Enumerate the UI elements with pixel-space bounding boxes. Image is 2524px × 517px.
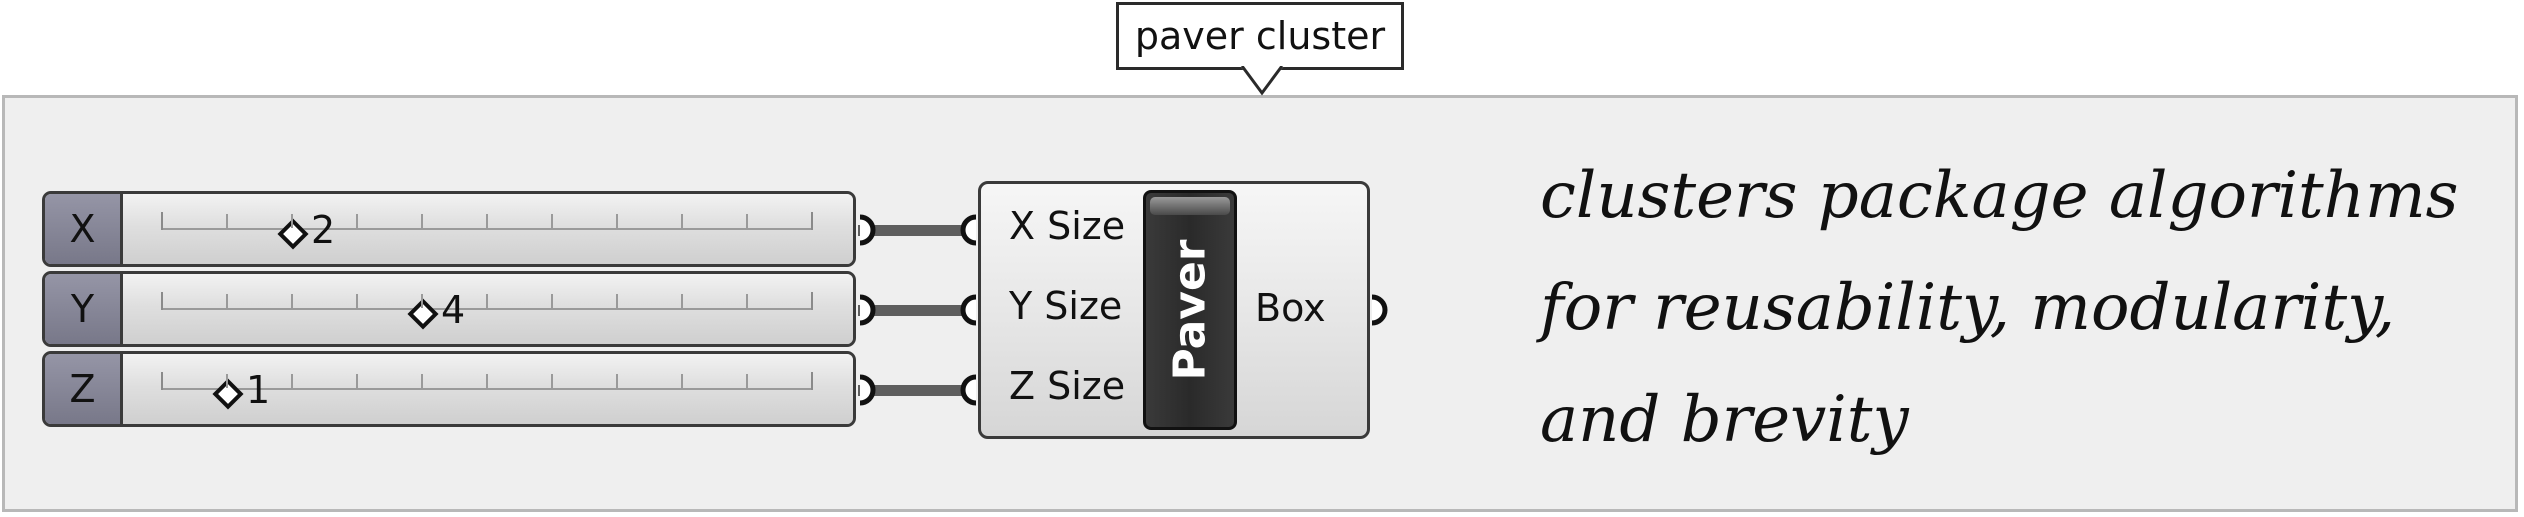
component-nickname: Paver xyxy=(1164,239,1216,381)
note-line: for reusability, modularity, xyxy=(1540,271,2396,345)
slider-tick xyxy=(161,212,163,230)
slider-tick xyxy=(616,374,618,388)
note-line: clusters package algorithms xyxy=(1540,159,2459,233)
slider-tick xyxy=(811,372,813,390)
slider-y-output-grip[interactable] xyxy=(859,294,876,326)
slider-z-handle[interactable] xyxy=(212,378,244,410)
slider-x-handle[interactable] xyxy=(277,218,309,250)
slider-y-name: Y xyxy=(45,274,123,344)
slider-tick xyxy=(681,214,683,228)
slider-tick xyxy=(421,374,423,388)
input-grip-y[interactable] xyxy=(960,294,977,326)
slider-y-handle[interactable] xyxy=(407,298,439,330)
slider-tick xyxy=(746,374,748,388)
slider-tick xyxy=(421,214,423,228)
slider-y-value: 4 xyxy=(441,288,466,332)
input-grip-x[interactable] xyxy=(960,214,977,246)
slider-tick xyxy=(681,374,683,388)
slider-z-track[interactable]: 1 xyxy=(123,354,853,424)
slider-tick xyxy=(161,292,163,310)
slider-x[interactable]: X 2 xyxy=(42,191,856,267)
slider-tick xyxy=(226,374,228,388)
slider-tick xyxy=(161,372,163,390)
paver-cluster-component[interactable]: X Size Y Size Z Size Paver Box xyxy=(978,181,1370,439)
slider-y-track[interactable]: 4 xyxy=(123,274,853,344)
slider-rail xyxy=(161,308,811,310)
input-label-x-size: X Size xyxy=(1009,204,1126,248)
slider-z-value: 1 xyxy=(246,368,271,412)
slider-x-value: 2 xyxy=(311,208,336,252)
slider-tick xyxy=(616,294,618,308)
slider-tick xyxy=(291,294,293,308)
slider-tick xyxy=(356,294,358,308)
slider-tick xyxy=(226,294,228,308)
slider-x-output-grip[interactable] xyxy=(859,214,876,246)
slider-tick xyxy=(356,214,358,228)
slider-rail xyxy=(161,228,811,230)
component-nickname-plate[interactable]: Paver xyxy=(1143,190,1237,430)
input-label-z-size: Z Size xyxy=(1009,364,1126,408)
slider-y[interactable]: Y 4 xyxy=(42,271,856,347)
slider-tick xyxy=(356,374,358,388)
slider-tick xyxy=(291,214,293,228)
slider-tick xyxy=(746,294,748,308)
slider-z[interactable]: Z 1 xyxy=(42,351,856,427)
slider-x-name: X xyxy=(45,194,123,264)
slider-tick xyxy=(616,214,618,228)
input-grip-z[interactable] xyxy=(960,374,977,406)
slider-rail xyxy=(161,388,811,390)
wire-z xyxy=(858,385,966,396)
slider-tick xyxy=(811,212,813,230)
tooltip: paver cluster xyxy=(1116,2,1404,70)
slider-tick xyxy=(746,214,748,228)
wire-y xyxy=(858,305,966,316)
output-label-box: Box xyxy=(1255,286,1326,330)
slider-tick xyxy=(551,294,553,308)
slider-tick xyxy=(486,374,488,388)
slider-tick xyxy=(291,374,293,388)
output-grip-box[interactable] xyxy=(1371,294,1388,326)
scribble-note: clusters package algorithms for reusabil… xyxy=(1540,140,2520,476)
slider-tick xyxy=(551,374,553,388)
slider-tick xyxy=(421,294,423,308)
tooltip-text: paver cluster xyxy=(1134,14,1386,58)
note-line: and brevity xyxy=(1540,383,1909,457)
slider-tick xyxy=(681,294,683,308)
slider-tick xyxy=(486,294,488,308)
slider-tick xyxy=(551,214,553,228)
slider-tick xyxy=(486,214,488,228)
slider-tick xyxy=(226,214,228,228)
slider-z-output-grip[interactable] xyxy=(859,374,876,406)
slider-x-track[interactable]: 2 xyxy=(123,194,853,264)
tooltip-pointer xyxy=(1240,66,1284,96)
slider-tick xyxy=(811,292,813,310)
input-label-y-size: Y Size xyxy=(1009,284,1123,328)
slider-z-name: Z xyxy=(45,354,123,424)
wire-x xyxy=(858,225,966,236)
